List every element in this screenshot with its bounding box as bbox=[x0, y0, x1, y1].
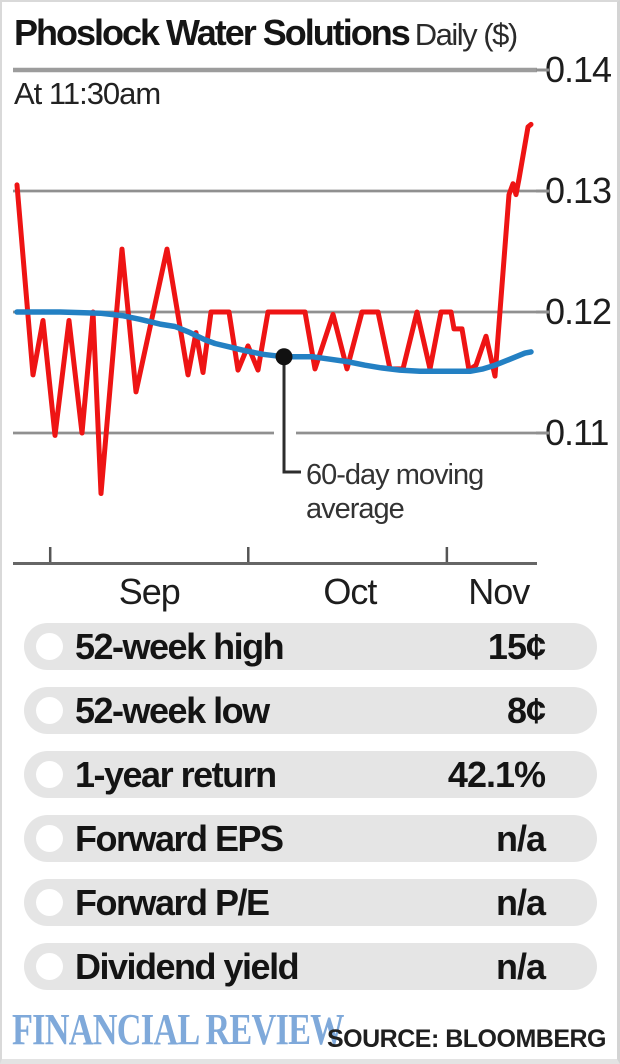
page-title: Phoslock Water Solutions bbox=[14, 12, 411, 53]
stat-row-52-week-low: 52-week low 8¢ bbox=[24, 687, 597, 734]
stat-label: Dividend yield bbox=[75, 946, 300, 987]
stat-label: 52-week high bbox=[75, 626, 285, 667]
price-chart bbox=[13, 67, 549, 565]
stat-value: 15¢ bbox=[487, 626, 546, 667]
bullet-icon bbox=[36, 953, 63, 980]
stat-row-52-week-high: 52-week high 15¢ bbox=[24, 623, 597, 670]
financial-review-logo: FINANCIAL REVIEW bbox=[12, 1005, 345, 1054]
stat-row-1-year-return: 1-year return 42.1% bbox=[24, 751, 597, 798]
stat-row-dividend-yield: Dividend yield n/a bbox=[24, 943, 597, 990]
timestamp-label: At 11:30am bbox=[14, 76, 161, 111]
stat-label: 52-week low bbox=[75, 690, 270, 731]
stat-label: 1-year return bbox=[75, 754, 277, 795]
x-axis-label-sep: Sep bbox=[118, 571, 181, 612]
annotation-line-1: 60-day moving bbox=[306, 459, 484, 491]
bullet-icon bbox=[36, 633, 63, 660]
moving-average-annotation: 60-day moving average bbox=[306, 458, 484, 526]
bullet-icon bbox=[36, 825, 63, 852]
stat-value: n/a bbox=[495, 882, 546, 923]
stat-value: 42.1% bbox=[447, 754, 546, 795]
y-axis-label-0.13: 0.13 bbox=[545, 170, 612, 211]
stat-value: n/a bbox=[495, 818, 546, 859]
bullet-icon bbox=[36, 761, 63, 788]
stat-row-forward-eps: Forward EPS n/a bbox=[24, 815, 597, 862]
x-axis-label-oct: Oct bbox=[323, 571, 377, 612]
series-daily-price bbox=[14, 121, 534, 496]
stat-label: Forward EPS bbox=[75, 818, 284, 859]
annotation-point-marker bbox=[275, 348, 293, 366]
source-credit: SOURCE: BLOOMBERG bbox=[327, 1025, 607, 1053]
chart-subtitle: Daily ($) bbox=[414, 17, 518, 52]
y-axis-label-0.14: 0.14 bbox=[545, 49, 612, 90]
stat-row-forward-pe: Forward P/E n/a bbox=[24, 879, 597, 926]
bullet-icon bbox=[36, 889, 63, 916]
stat-value: 8¢ bbox=[506, 690, 546, 731]
series-60-day-moving-average bbox=[14, 309, 534, 375]
bullet-icon bbox=[36, 697, 63, 724]
y-axis-label-0.12: 0.12 bbox=[545, 291, 612, 332]
x-axis-label-nov: Nov bbox=[468, 571, 530, 612]
annotation-line-2: average bbox=[306, 493, 405, 525]
chart-header: Phoslock Water Solutions Daily ($) bbox=[14, 12, 606, 54]
annotation-leader-line bbox=[282, 361, 301, 474]
stat-label: Forward P/E bbox=[75, 882, 270, 923]
y-axis-label-0.11: 0.11 bbox=[545, 412, 609, 453]
stat-value: n/a bbox=[495, 946, 546, 987]
